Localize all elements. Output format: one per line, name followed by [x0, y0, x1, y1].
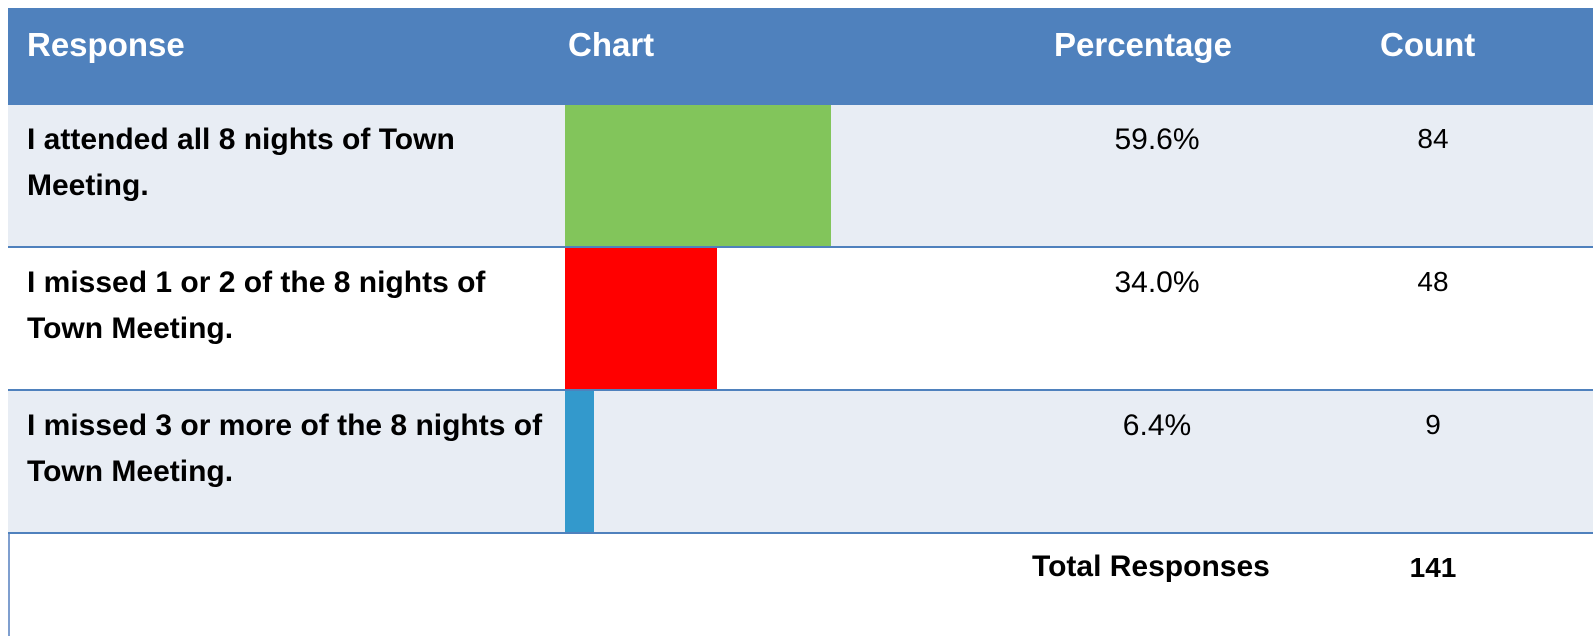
header-cell: Response — [27, 26, 185, 63]
percentage-text: 6.4% — [1122, 409, 1192, 442]
header-row — [8, 8, 1593, 105]
bar — [565, 105, 831, 246]
header-cell: Chart — [568, 26, 655, 63]
response-text: I attended all 8 nights of Town Meeting. — [27, 123, 455, 202]
table-row — [8, 391, 1593, 534]
header-cell: Count — [1380, 26, 1476, 63]
percentage-text: 59.6% — [1114, 123, 1200, 156]
percentage-text: 34.0% — [1114, 266, 1200, 299]
count-text: 84 — [1417, 123, 1449, 154]
total-count: 141 — [1409, 552, 1457, 583]
count-text: 48 — [1417, 266, 1449, 297]
response-text: I missed 1 or 2 of the 8 nights of Town … — [27, 266, 486, 345]
bar — [565, 248, 717, 389]
total-label: Total Responses — [1032, 550, 1270, 583]
response-text: I missed 3 or more of the 8 nights of To… — [27, 409, 543, 488]
table-row — [8, 248, 1593, 391]
count-text: 9 — [1425, 409, 1441, 440]
bar — [565, 391, 594, 532]
header-cell: Percentage — [1054, 26, 1232, 63]
